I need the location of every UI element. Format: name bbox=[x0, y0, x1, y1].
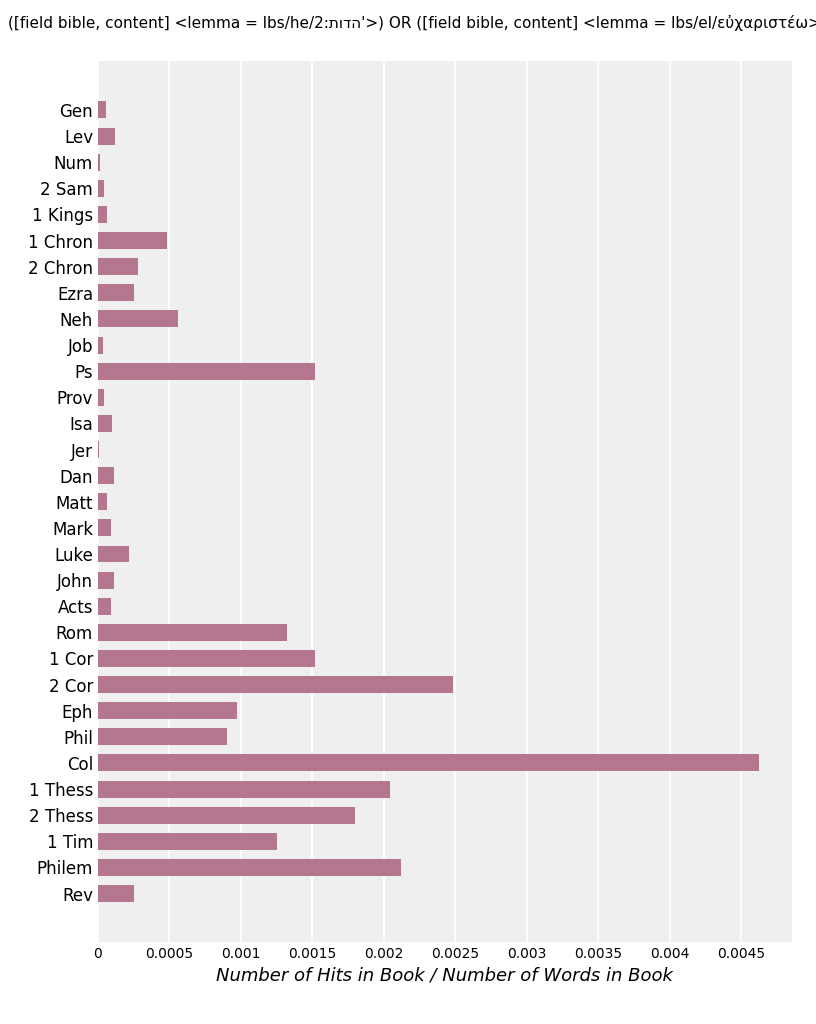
Bar bbox=[98, 807, 355, 823]
Bar bbox=[98, 206, 107, 223]
Bar bbox=[98, 285, 134, 301]
Bar bbox=[98, 571, 113, 589]
Bar bbox=[98, 650, 315, 667]
Bar bbox=[98, 128, 115, 144]
Bar bbox=[98, 441, 99, 458]
Bar bbox=[98, 258, 138, 275]
Bar bbox=[98, 780, 390, 798]
Bar bbox=[98, 728, 227, 745]
Bar bbox=[98, 624, 286, 641]
Bar bbox=[98, 885, 134, 902]
Bar bbox=[98, 154, 100, 171]
Bar bbox=[98, 232, 166, 249]
Bar bbox=[98, 415, 112, 432]
Bar bbox=[98, 180, 104, 197]
Bar bbox=[98, 337, 104, 353]
Bar bbox=[98, 519, 111, 537]
Bar bbox=[98, 833, 277, 850]
Bar bbox=[98, 467, 113, 484]
Bar bbox=[98, 755, 759, 771]
Bar bbox=[98, 702, 237, 719]
Bar bbox=[98, 494, 107, 510]
Text: ([field bible, content] <lemma = lbs/he/2:תודה'>) OR ([field bible, content] <le: ([field bible, content] <lemma = lbs/he/… bbox=[8, 15, 816, 32]
Bar bbox=[98, 362, 315, 380]
Bar bbox=[98, 676, 453, 693]
Bar bbox=[98, 598, 111, 614]
Bar bbox=[98, 310, 178, 328]
X-axis label: Number of Hits in Book / Number of Words in Book: Number of Hits in Book / Number of Words… bbox=[216, 967, 673, 984]
Bar bbox=[98, 389, 104, 406]
Bar bbox=[98, 546, 130, 562]
Bar bbox=[98, 859, 401, 876]
Bar bbox=[98, 101, 106, 119]
